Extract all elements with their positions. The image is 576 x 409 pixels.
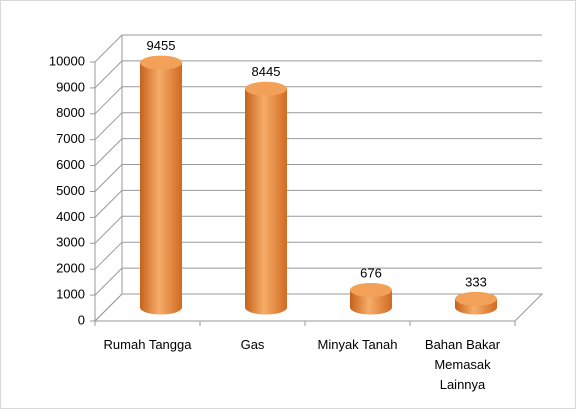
grid-line bbox=[94, 293, 542, 322]
bar bbox=[140, 62, 182, 315]
grid-line bbox=[94, 267, 542, 296]
value-label: 9455 bbox=[147, 38, 176, 53]
y-tick-label: 6000 bbox=[56, 157, 85, 172]
x-tick-label: Minyak Tanah bbox=[317, 337, 398, 352]
grid-line bbox=[94, 112, 542, 141]
bar-top bbox=[140, 55, 182, 70]
bar bbox=[245, 88, 287, 315]
grid-line bbox=[94, 189, 542, 218]
grid-line bbox=[94, 164, 542, 192]
value-label: 333 bbox=[465, 274, 487, 289]
grid-line bbox=[94, 34, 542, 63]
y-tick-label: 8000 bbox=[56, 105, 85, 120]
x-tick-label: Bahan Bakar Memasak Lainnya bbox=[424, 337, 501, 392]
y-tick-label: 4000 bbox=[56, 209, 85, 224]
value-label: 8445 bbox=[252, 64, 281, 79]
y-tick-label: 3000 bbox=[56, 235, 85, 250]
bar-top bbox=[350, 282, 392, 297]
y-tick-label: 0 bbox=[78, 312, 85, 327]
bar-top bbox=[455, 291, 497, 306]
bar-top bbox=[245, 81, 287, 96]
grid-line bbox=[94, 215, 542, 244]
grid-line bbox=[94, 86, 542, 115]
x-tick-label: Gas bbox=[240, 337, 265, 352]
x-tick-label: Rumah Tangga bbox=[103, 337, 192, 352]
bar bbox=[350, 289, 392, 315]
y-tick-label: 5000 bbox=[56, 183, 85, 198]
value-label: 676 bbox=[360, 265, 382, 280]
y-tick-label: 9000 bbox=[56, 79, 85, 94]
y-tick-label: 10000 bbox=[49, 53, 85, 68]
grid-line bbox=[94, 241, 542, 270]
y-tick-label: 2000 bbox=[56, 261, 85, 276]
y-tick-label: 7000 bbox=[56, 131, 85, 146]
grid-line bbox=[94, 60, 542, 89]
grid-line bbox=[94, 138, 542, 166]
y-tick-label: 1000 bbox=[56, 287, 85, 302]
